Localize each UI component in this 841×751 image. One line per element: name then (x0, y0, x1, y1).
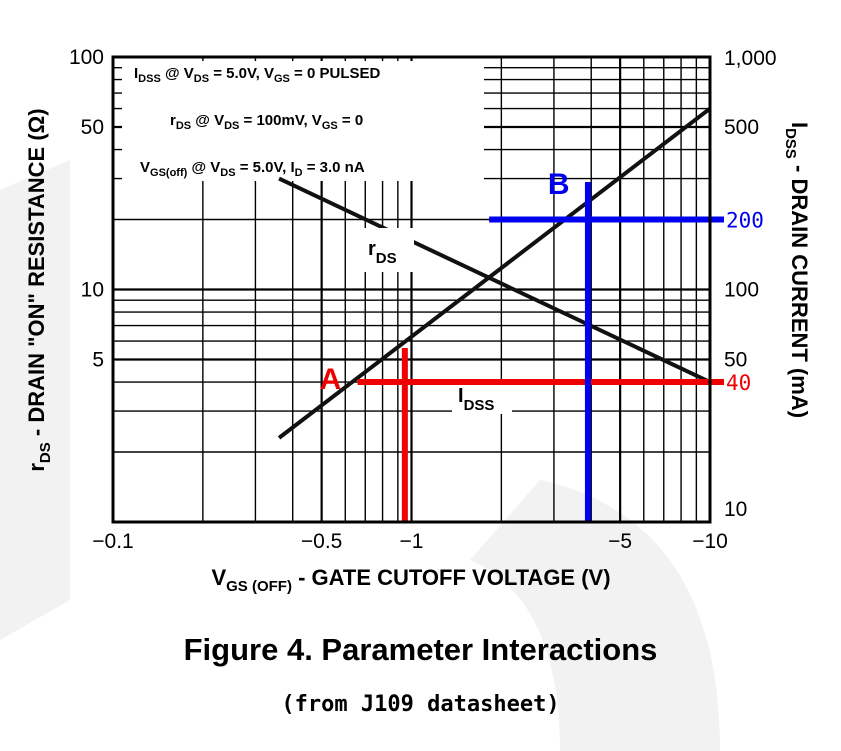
parameter-interactions-chart: IDSS @ VDS = 5.0V, VGS = 0 PULSED rDS @ V… (24, 46, 812, 595)
series-line-rds (278, 176, 711, 384)
series-label-bg (348, 228, 414, 272)
marker-b: B 200 (489, 168, 764, 522)
series-label-rds: rDS (368, 238, 397, 267)
test-conditions-box: IDSS @ VDS = 5.0V, VGS = 0 PULSED rDS @ V… (122, 61, 484, 181)
figure-source: (from J109 datasheet) (281, 692, 560, 717)
y-left-tick-label: 100 (69, 46, 104, 69)
chart-axis-labels: VGS (OFF) - GATE CUTOFF VOLTAGE (V) rDS -… (24, 108, 812, 595)
y-left-tick-label: 5 (92, 348, 104, 371)
marker-a: A 40 (320, 348, 751, 522)
y-right-tick-label: 50 (724, 348, 747, 371)
x-tick-label: −0.5 (301, 530, 342, 553)
y-right-tick-label: 500 (724, 116, 759, 139)
condition-line-3: VGS(off) @ VDS = 5.0V, ID = 3.0 nA (140, 159, 365, 179)
marker-a-value: 40 (726, 371, 751, 395)
y-right-axis-label: IDSS - DRAIN CURRENT (mA) (782, 122, 812, 418)
x-tick-label: −5 (608, 530, 632, 553)
y-right-tick-label: 10 (724, 498, 747, 521)
condition-line-2: rDS @ VDS = 100mV, VGS = 0 (170, 112, 363, 132)
y-left-tick-label: 50 (81, 116, 104, 139)
plot-frame (111, 55, 712, 524)
x-tick-label: −0.1 (92, 530, 133, 553)
y-right-tick-label: 100 (724, 279, 759, 302)
y-left-axis-label: rDS - DRAIN "ON" RESISTANCE (Ω) (24, 108, 54, 471)
series-label-idss: IDSS (458, 385, 494, 414)
chart-series: rDS IDSS (277, 106, 712, 440)
figure-caption: Figure 4. Parameter Interactions (183, 632, 658, 667)
x-axis-label: VGS (OFF) - GATE CUTOFF VOLTAGE (V) (211, 565, 610, 595)
x-tick-label: −10 (692, 530, 728, 553)
condition-line-1: IDSS @ VDS = 5.0V, VGS = 0 PULSED (134, 65, 380, 85)
marker-a-letter: A (320, 363, 342, 396)
series-label-bg (452, 380, 512, 414)
chart-markers: A 40 B 200 (320, 168, 764, 522)
x-tick-label: −1 (400, 530, 424, 553)
series-line-idss (277, 106, 712, 440)
y-right-tick-label: 1,000 (724, 47, 777, 70)
marker-b-letter: B (548, 168, 570, 201)
y-left-tick-label: 10 (81, 279, 104, 302)
chart-tick-labels: −0.1 −0.5 −1 −5 −10 100 50 10 5 1,000 500 100 50 10 (69, 46, 777, 553)
marker-b-value: 200 (726, 209, 764, 233)
conditions-box-bg (122, 61, 484, 181)
